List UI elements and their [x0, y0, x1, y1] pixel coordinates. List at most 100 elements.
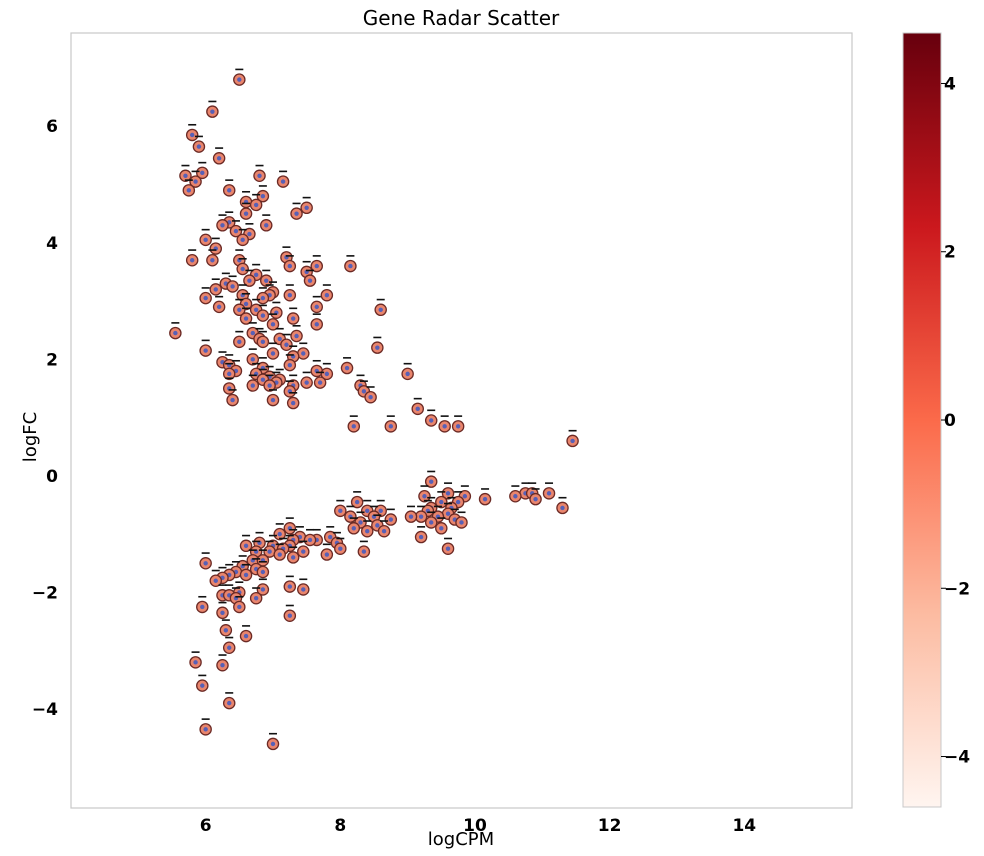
colorbar-tick-label: −2: [944, 579, 970, 599]
scatter-point: [455, 511, 468, 529]
point-annotation: [417, 526, 426, 528]
scatter-point: [189, 170, 202, 188]
point-annotation: [450, 508, 459, 511]
point-annotation: [184, 179, 193, 181]
point-center: [196, 144, 202, 149]
scatter-point: [266, 389, 280, 407]
point-annotation: [245, 269, 254, 272]
colorbar-ticks: −4 −2 0 2 4: [941, 74, 970, 768]
point-annotation: [326, 526, 335, 528]
point-center: [213, 287, 218, 292]
point-annotation: [231, 359, 240, 362]
point-center: [270, 322, 276, 327]
point-annotation: [215, 295, 224, 298]
x-tick-label: 14: [732, 816, 756, 836]
point-center: [290, 316, 296, 321]
point-annotation: [268, 534, 277, 537]
point-annotation: [218, 351, 227, 353]
scatter-point: [364, 386, 377, 404]
point-annotation: [258, 578, 267, 581]
scatter-point: [438, 415, 451, 433]
point-center: [361, 549, 367, 554]
point-center: [284, 342, 289, 347]
scatter-point: [509, 485, 522, 503]
point-center: [253, 307, 259, 312]
scatter-point: [297, 578, 310, 596]
point-center: [439, 526, 444, 531]
point-annotation: [211, 237, 220, 240]
point-center: [418, 534, 424, 540]
point-center: [290, 400, 296, 406]
point-center: [277, 336, 282, 342]
point-annotation: [346, 255, 355, 257]
scatter-point: [226, 389, 239, 407]
point-annotation: [332, 531, 341, 534]
point-annotation: [433, 505, 442, 508]
point-center: [233, 228, 239, 234]
colorbar: [902, 32, 942, 808]
point-center: [301, 587, 306, 592]
scatter-point: [256, 368, 270, 386]
scatter-point: [233, 298, 246, 317]
point-center: [267, 549, 272, 554]
point-annotation: [427, 511, 436, 514]
x-tick-label: 8: [334, 816, 346, 836]
scatter-point: [256, 304, 270, 322]
point-annotation: [299, 578, 308, 581]
point-annotation: [235, 249, 244, 251]
scatter-point: [236, 228, 249, 247]
point-center: [328, 534, 333, 540]
point-center: [533, 496, 538, 502]
point-center: [240, 237, 245, 243]
point-center: [260, 587, 266, 592]
scatter-point: [216, 214, 229, 232]
scatter-point: [206, 249, 219, 267]
point-annotation: [268, 732, 277, 735]
point-annotation: [420, 485, 429, 487]
scatter-point: [259, 269, 273, 287]
point-center: [378, 307, 383, 312]
point-annotation: [285, 354, 294, 356]
point-annotation: [211, 278, 220, 280]
point-center: [348, 263, 353, 269]
point-annotation: [218, 214, 227, 216]
point-center: [253, 596, 259, 601]
scatter-point: [229, 220, 243, 238]
point-annotation: [386, 415, 395, 417]
point-annotation: [191, 170, 200, 173]
point-annotation: [545, 482, 554, 484]
scatter-point: [283, 517, 297, 535]
point-annotation: [252, 558, 261, 560]
point-annotation: [481, 488, 490, 490]
point-annotation: [285, 604, 294, 607]
scatter-point: [256, 330, 270, 349]
scatter-point: [310, 313, 323, 331]
point-center: [365, 529, 370, 534]
colorbar-tick-label: 2: [944, 243, 956, 263]
scatter-point: [283, 575, 297, 593]
scatter-point: [290, 202, 303, 220]
point-annotation: [188, 123, 197, 126]
scatter-point: [239, 202, 253, 220]
point-annotation: [292, 325, 301, 327]
scatter-point: [441, 482, 455, 500]
scatter-point: [566, 429, 579, 448]
point-annotation: [359, 540, 368, 543]
scatter-point: [418, 485, 431, 503]
point-center: [324, 552, 330, 557]
point-annotation: [363, 499, 372, 502]
point-annotation: [201, 287, 210, 289]
point-center: [243, 543, 249, 548]
point-center: [301, 351, 306, 356]
point-center: [381, 529, 387, 534]
point-center: [368, 394, 373, 400]
point-center: [250, 357, 255, 362]
point-center: [230, 397, 235, 403]
point-annotation: [295, 526, 304, 528]
colorbar-tick-label: 0: [944, 411, 956, 431]
scatter-point: [212, 295, 226, 314]
scatter-point: [303, 269, 317, 287]
point-center: [307, 537, 313, 543]
scatter-point: [529, 488, 542, 506]
